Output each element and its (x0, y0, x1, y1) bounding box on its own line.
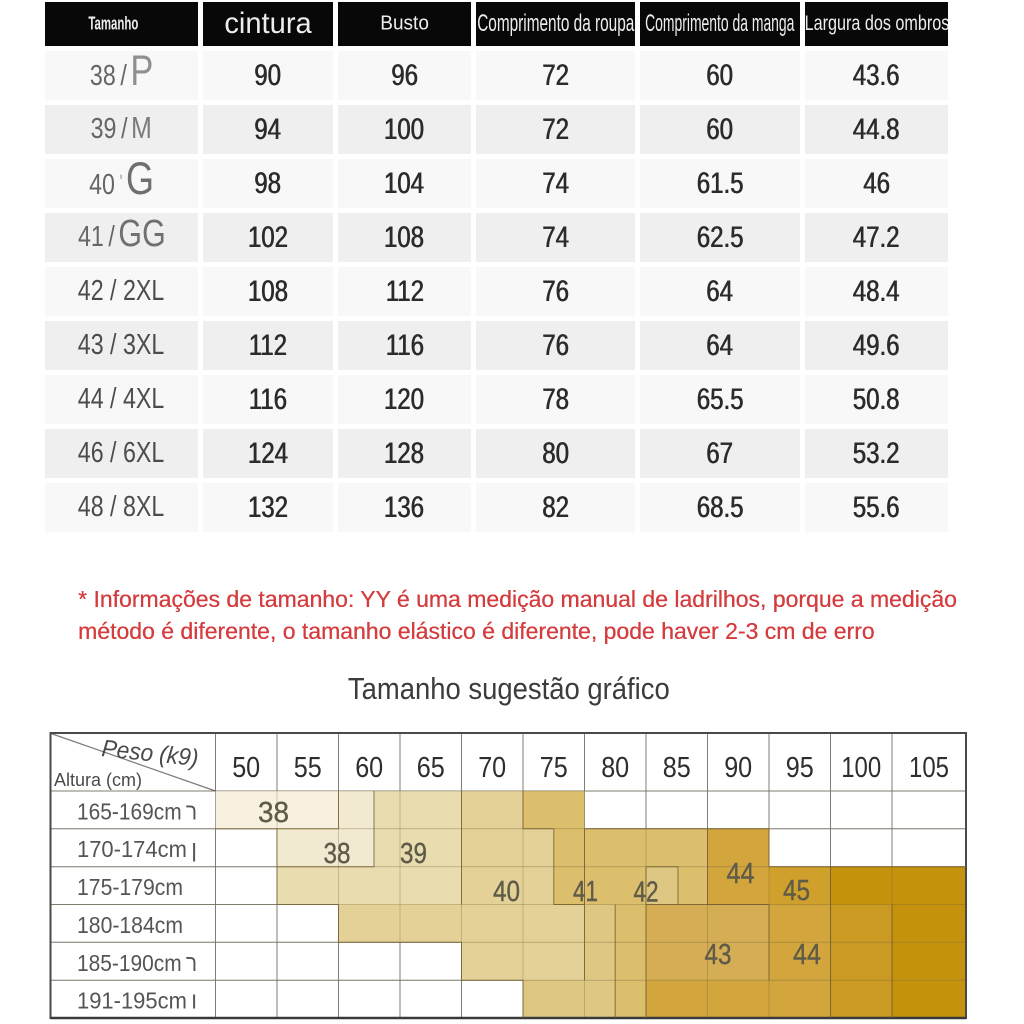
svg-text:50: 50 (232, 752, 260, 784)
svg-text:105: 105 (909, 752, 949, 784)
svg-text:85: 85 (663, 752, 691, 784)
svg-text:40: 40 (493, 876, 520, 908)
svg-text:Altura (cm): Altura (cm) (54, 770, 142, 790)
svg-text:165-169cm ר: 165-169cm ר (77, 798, 197, 824)
svg-text:43: 43 (705, 939, 732, 971)
svg-text:38: 38 (324, 838, 351, 870)
svg-text:Peso (k9): Peso (k9) (100, 735, 199, 772)
svg-text:45: 45 (783, 875, 810, 907)
svg-text:70: 70 (478, 752, 506, 784)
svg-text:75: 75 (540, 752, 568, 784)
svg-text:44: 44 (793, 939, 821, 971)
svg-text:44: 44 (727, 858, 755, 890)
svg-text:41: 41 (573, 876, 598, 908)
svg-text:95: 95 (786, 752, 814, 784)
svg-text:60: 60 (355, 752, 383, 784)
svg-text:65: 65 (417, 752, 445, 784)
svg-text:38: 38 (258, 797, 289, 829)
svg-text:170-174cm ן: 170-174cm ן (77, 836, 197, 862)
svg-text:185-190cm ר: 185-190cm ר (77, 950, 197, 976)
svg-text:90: 90 (724, 752, 752, 784)
svg-text:80: 80 (601, 752, 629, 784)
svg-text:180-184cm: 180-184cm (77, 912, 183, 938)
svg-text:191-195cm ו: 191-195cm ו (77, 988, 197, 1014)
svg-text:42: 42 (634, 877, 659, 909)
svg-text:100: 100 (841, 752, 881, 784)
svg-text:39: 39 (400, 838, 427, 870)
svg-text:175-179cm: 175-179cm (77, 874, 183, 900)
svg-text:55: 55 (294, 752, 322, 784)
